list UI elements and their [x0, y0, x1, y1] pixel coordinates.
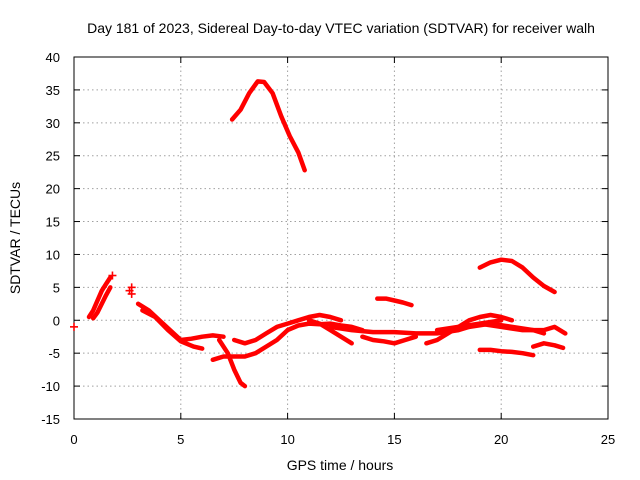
- series-arc-midday: [210, 321, 365, 363]
- axis-ticks: 0 5 10 15 20 25 -15 -10 -5 0 5 10 15 20 25 30 35 40: [41, 50, 615, 447]
- x-tick-label: 0: [70, 432, 77, 447]
- chart-title: Day 181 of 2023, Sidereal Day-to-day VTE…: [87, 20, 595, 36]
- y-tick-label: 40: [46, 50, 60, 65]
- series-arc-rise-early-2: [90, 285, 113, 321]
- series-arc-rise-early: [86, 275, 113, 320]
- grid-lines: [74, 57, 608, 419]
- data-series: [70, 79, 568, 389]
- y-tick-label: 25: [46, 149, 60, 164]
- point-marker: [108, 271, 117, 280]
- y-tick-label: 10: [46, 247, 60, 262]
- x-axis-label: GPS time / hours: [287, 457, 394, 473]
- series-arc-short: [375, 296, 414, 308]
- y-tick-label: 0: [53, 313, 60, 328]
- series-arc-midday-2: [231, 312, 344, 346]
- series-arc-noon-down: [306, 318, 354, 346]
- point-marker: [70, 322, 78, 331]
- y-tick-label: 20: [46, 182, 60, 197]
- y-tick-label: 15: [46, 215, 60, 230]
- x-tick-label: 20: [494, 432, 508, 447]
- plot-frame: [73, 56, 609, 420]
- series-arc-evening-3: [466, 321, 547, 336]
- y-tick-label: 5: [53, 280, 60, 295]
- y-tick-label: -10: [41, 379, 60, 394]
- series-arc-late-tail: [530, 341, 566, 351]
- y-tick-label: 35: [46, 83, 60, 98]
- series-arc-morning-2: [140, 308, 205, 351]
- x-tick-label: 10: [280, 432, 294, 447]
- series-arc-afternoon-2: [360, 334, 419, 346]
- x-tick-label: 5: [177, 432, 184, 447]
- point-marker: [127, 289, 136, 298]
- y-axis-label: SDTVAR / TECUs: [7, 182, 23, 294]
- y-tick-label: 30: [46, 116, 60, 131]
- y-tick-label: -15: [41, 412, 60, 427]
- x-tick-label: 15: [387, 432, 401, 447]
- x-tick-label: 25: [601, 432, 615, 447]
- series-arc-evening: [424, 312, 515, 346]
- y-tick-label: -5: [48, 346, 60, 361]
- series-arc-late-low: [477, 347, 536, 358]
- series-arc-high: [229, 79, 307, 173]
- series-arc-dip: [216, 337, 248, 389]
- series-arc-late-high: [477, 257, 557, 295]
